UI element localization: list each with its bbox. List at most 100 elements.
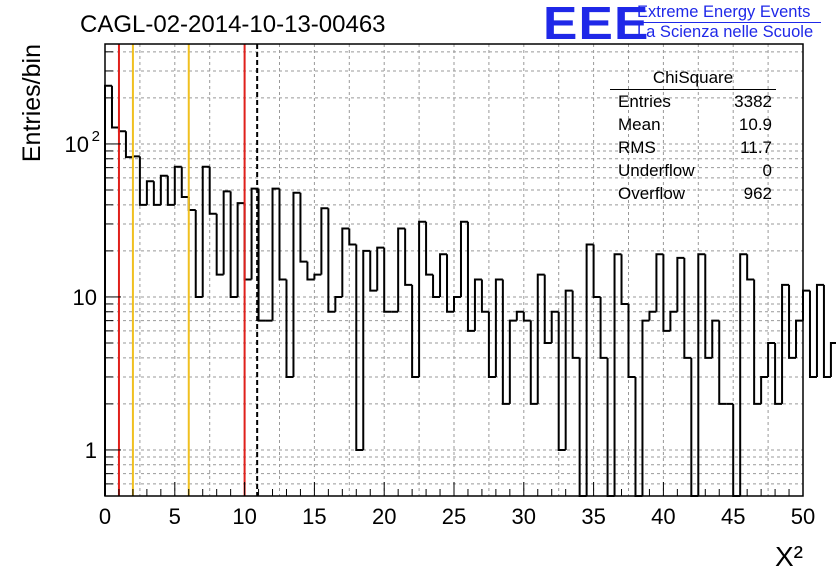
x-tick-label: 50 — [791, 504, 815, 529]
histogram-bin — [208, 166, 217, 215]
histogram-bin — [620, 254, 629, 305]
histogram-bin — [529, 320, 538, 405]
x-tick-label: 5 — [169, 504, 181, 529]
histogram-bin — [348, 228, 357, 246]
histogram-bin — [159, 174, 168, 205]
histogram-bin — [201, 165, 210, 297]
stats-value: 962 — [743, 184, 772, 203]
histogram-bin — [271, 187, 280, 321]
histogram-bin — [522, 311, 531, 322]
histogram-bin — [739, 253, 748, 496]
histogram-bin — [104, 84, 112, 496]
histogram-bin — [453, 295, 461, 312]
histogram-bin — [829, 342, 836, 377]
histogram-bin — [808, 290, 817, 378]
histogram-bin — [550, 310, 559, 343]
x-tick-labels: 0 5 10 15 20 25 30 35 40 45 50 — [99, 504, 815, 529]
stats-title: ChiSquare — [610, 68, 776, 90]
histogram-bin — [439, 253, 448, 297]
histogram-bin — [746, 254, 755, 281]
histogram-bin — [173, 165, 182, 205]
histogram-bin — [194, 210, 203, 298]
x-tick-label: 20 — [372, 504, 396, 529]
histogram-bin — [795, 319, 803, 358]
stats-box: ChiSquare Entries 3382 Mean 10.9 RMS 11.… — [608, 68, 780, 205]
histogram-bin — [822, 284, 831, 378]
stats-value: 10.9 — [738, 115, 772, 134]
histogram-bin — [327, 208, 336, 313]
eee-logo-mark: EEE — [543, 0, 650, 49]
histogram-bin — [466, 221, 475, 332]
stats-label: RMS — [618, 138, 656, 157]
histogram-bin — [774, 343, 783, 405]
histogram-bin — [753, 279, 762, 405]
stats-label: Underflow — [618, 161, 695, 180]
y-tick-label: 10 — [65, 132, 89, 157]
histogram-bin — [383, 247, 392, 313]
histogram-bin — [334, 295, 343, 312]
histogram-bin — [124, 131, 133, 159]
histogram-bin — [662, 254, 671, 332]
histogram-bin — [718, 320, 727, 405]
histogram-bin — [215, 213, 224, 276]
histogram-bin — [313, 273, 322, 280]
histogram-bin — [634, 376, 643, 497]
x-axis-label: X² — [775, 541, 803, 572]
x-tick-label: 10 — [232, 504, 256, 529]
histogram-bin — [508, 319, 517, 404]
stats-row-rms: RMS 11.7 — [608, 136, 780, 159]
histogram-bin — [788, 284, 797, 359]
histogram-bin — [802, 289, 810, 321]
histogram-bin — [341, 227, 350, 297]
histogram-bin — [446, 254, 454, 313]
histogram-bin — [418, 220, 427, 377]
histogram-bin — [676, 256, 685, 312]
x-tick-label: 15 — [302, 504, 326, 529]
histogram-bin — [180, 166, 189, 198]
histogram-bin — [592, 244, 601, 298]
histogram-bin — [425, 221, 434, 276]
x-tick-label: 25 — [442, 504, 466, 529]
histogram-bin — [606, 357, 615, 497]
stats-row-mean: Mean 10.9 — [608, 113, 780, 136]
histogram-bin — [690, 357, 699, 497]
histogram-bin — [257, 188, 266, 322]
histogram-bin — [641, 319, 650, 496]
y-tick-exponent: 2 — [92, 128, 100, 145]
logo-line-2: La Scienza nelle Scuole — [637, 23, 814, 41]
x-tick-label: 0 — [99, 504, 111, 529]
histogram-bin — [299, 192, 308, 263]
stats-row-entries: Entries 3382 — [608, 90, 780, 113]
histogram-bin — [494, 278, 503, 377]
histogram-bin — [564, 289, 573, 450]
histogram-bin — [487, 311, 496, 378]
histogram-bin — [292, 191, 301, 377]
histogram-bin — [655, 253, 664, 312]
histogram-bin — [285, 279, 294, 378]
histogram-bin — [362, 249, 371, 450]
histogram-bin — [278, 188, 287, 281]
y-tick-label: 10 — [73, 285, 97, 310]
reference-lines — [117, 44, 259, 496]
histogram-bin — [767, 342, 776, 377]
histogram-bin — [515, 310, 524, 321]
histogram-bin — [320, 207, 329, 275]
histogram-bin — [473, 278, 482, 331]
histogram-bin — [138, 156, 147, 206]
histogram-bin — [536, 273, 545, 404]
histogram-bin — [152, 181, 161, 206]
stats-value: 3382 — [734, 92, 772, 111]
stats-value: 11.7 — [740, 138, 772, 157]
histogram-bin — [585, 243, 594, 496]
histogram-bin — [760, 375, 769, 404]
axis-ticks — [104, 51, 804, 497]
histogram-bin — [222, 190, 231, 275]
logo-divider — [637, 22, 821, 23]
histogram-bin — [411, 284, 420, 378]
histogram-bin — [578, 357, 587, 497]
histogram-bin — [627, 303, 636, 378]
histogram-bin — [432, 274, 441, 298]
histogram-bin — [404, 228, 413, 286]
histogram-bin — [229, 191, 238, 298]
